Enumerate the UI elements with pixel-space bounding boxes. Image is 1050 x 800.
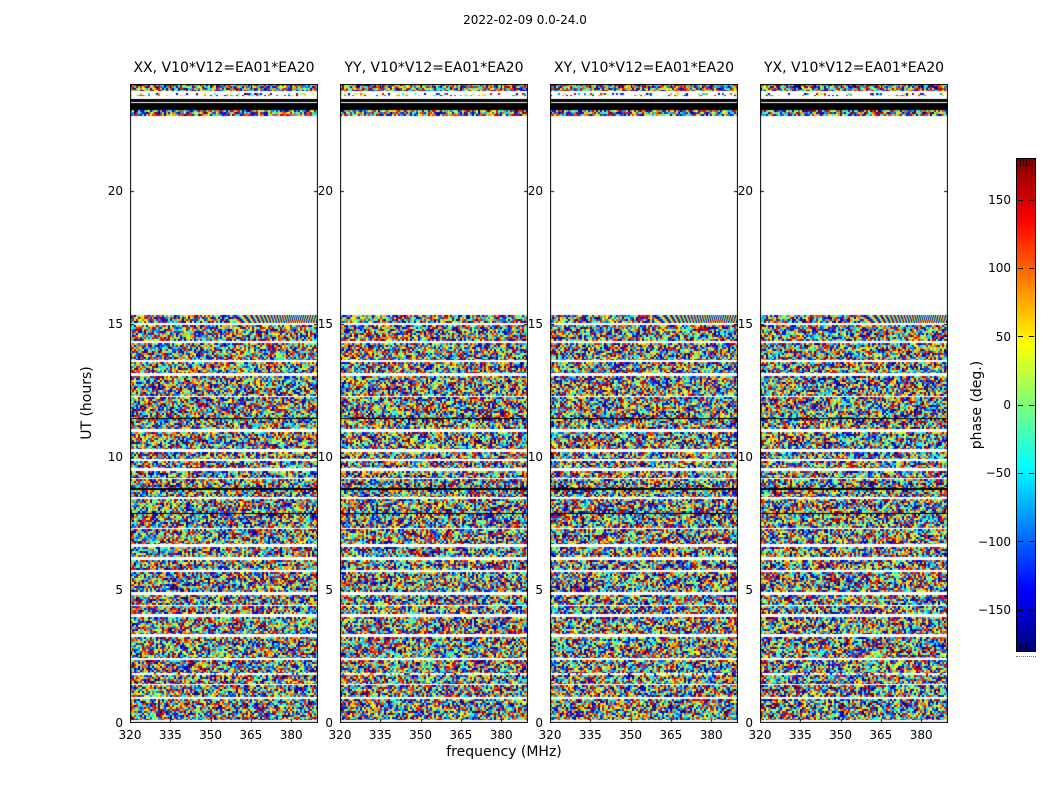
y-tick-label: 5 bbox=[745, 582, 753, 597]
colorbar-tick-mark bbox=[1018, 404, 1023, 406]
y-tick-label: 0 bbox=[325, 716, 333, 730]
colorbar-gradient bbox=[1017, 159, 1035, 651]
heatmap-panel-yy bbox=[340, 84, 528, 723]
colorbar-tick-mark bbox=[1018, 609, 1023, 611]
heatmap-panel-xy bbox=[550, 84, 738, 723]
x-tick-label: 365 bbox=[659, 728, 683, 742]
heatmap-panel-yx bbox=[760, 84, 948, 723]
y-tick-label: 15 bbox=[527, 316, 543, 331]
y-tick-label: 10 bbox=[317, 449, 333, 464]
colorbar-top-hatch-icon bbox=[1020, 160, 1032, 166]
colorbar-tick-mark bbox=[1029, 267, 1034, 269]
colorbar-tick-mark bbox=[1029, 336, 1034, 338]
colorbar-tick-mark bbox=[1029, 609, 1034, 611]
y-tick-label: 20 bbox=[107, 183, 123, 198]
y-tick-label: 10 bbox=[527, 449, 543, 464]
y-tick-label: 0 bbox=[745, 716, 753, 730]
colorbar-tick-mark bbox=[1018, 267, 1023, 269]
y-tick-label: 0 bbox=[535, 716, 543, 730]
y-axis-label: UT (hours) bbox=[79, 366, 95, 440]
y-tick-label: 20 bbox=[737, 183, 753, 198]
panel-title-yy: YY, V10*V12=EA01*EA20 bbox=[344, 60, 524, 76]
panel-title-xy: XY, V10*V12=EA01*EA20 bbox=[553, 60, 735, 76]
colorbar-tick-mark bbox=[1018, 472, 1023, 474]
colorbar-tick-label: 150 bbox=[988, 193, 1011, 207]
colorbar-tick-mark bbox=[1029, 541, 1034, 543]
colorbar-tick-mark bbox=[1018, 541, 1023, 543]
x-tick-label: 365 bbox=[239, 728, 263, 742]
x-tick-label: 335 bbox=[158, 728, 182, 742]
x-tick-label: 350 bbox=[619, 728, 643, 742]
colorbar-tick-mark bbox=[1029, 199, 1034, 201]
x-tick-label: 380 bbox=[279, 728, 303, 742]
y-tick-label: 10 bbox=[737, 449, 753, 464]
x-axis-label: frequency (MHz) bbox=[446, 744, 562, 760]
x-tick-label: 335 bbox=[368, 728, 392, 742]
panel-title-xx: XX, V10*V12=EA01*EA20 bbox=[133, 60, 315, 76]
x-tick-label: 335 bbox=[578, 728, 602, 742]
x-tick-label: 320 bbox=[748, 728, 772, 742]
colorbar-tick-mark bbox=[1029, 404, 1034, 406]
colorbar-tick-mark bbox=[1029, 472, 1034, 474]
y-tick-label: 20 bbox=[317, 183, 333, 198]
x-tick-label: 365 bbox=[869, 728, 893, 742]
y-tick-label: 15 bbox=[107, 316, 123, 331]
colorbar-tick-label: 0 bbox=[1003, 398, 1011, 412]
y-tick-label: 15 bbox=[317, 316, 333, 331]
x-tick-label: 380 bbox=[699, 728, 723, 742]
x-tick-label: 365 bbox=[449, 728, 473, 742]
colorbar-tick-label: 100 bbox=[988, 261, 1011, 276]
colorbar-tick-label: −100 bbox=[978, 534, 1011, 549]
colorbar bbox=[1016, 158, 1036, 652]
colorbar-tick-label: −150 bbox=[978, 603, 1011, 617]
colorbar-tick-label: 50 bbox=[995, 329, 1011, 344]
x-tick-label: 335 bbox=[788, 728, 812, 742]
colorbar-tick-label: −50 bbox=[985, 466, 1011, 481]
y-tick-label: 10 bbox=[107, 449, 123, 464]
heatmap-panel-xx bbox=[130, 84, 318, 723]
y-tick-label: 5 bbox=[115, 582, 123, 597]
x-tick-label: 380 bbox=[909, 728, 933, 742]
x-tick-label: 320 bbox=[118, 728, 142, 742]
x-tick-label: 350 bbox=[829, 728, 853, 742]
colorbar-bottom-hatch-icon bbox=[1020, 644, 1032, 650]
colorbar-extend-dots bbox=[1016, 656, 1036, 657]
x-tick-label: 320 bbox=[328, 728, 352, 742]
panel-title-yx: YX, V10*V12=EA01*EA20 bbox=[763, 60, 945, 76]
x-tick-label: 320 bbox=[538, 728, 562, 742]
x-tick-label: 380 bbox=[489, 728, 513, 742]
x-tick-label: 350 bbox=[199, 728, 223, 742]
y-tick-label: 15 bbox=[737, 316, 753, 331]
colorbar-tick-mark bbox=[1018, 199, 1023, 201]
y-tick-label: 0 bbox=[115, 716, 123, 730]
y-tick-label: 20 bbox=[527, 183, 543, 198]
y-tick-label: 5 bbox=[535, 582, 543, 597]
figure-title: 2022-02-09 0.0-24.0 bbox=[463, 13, 587, 27]
colorbar-tick-mark bbox=[1018, 336, 1023, 338]
x-tick-label: 350 bbox=[409, 728, 433, 742]
y-tick-label: 5 bbox=[325, 582, 333, 597]
